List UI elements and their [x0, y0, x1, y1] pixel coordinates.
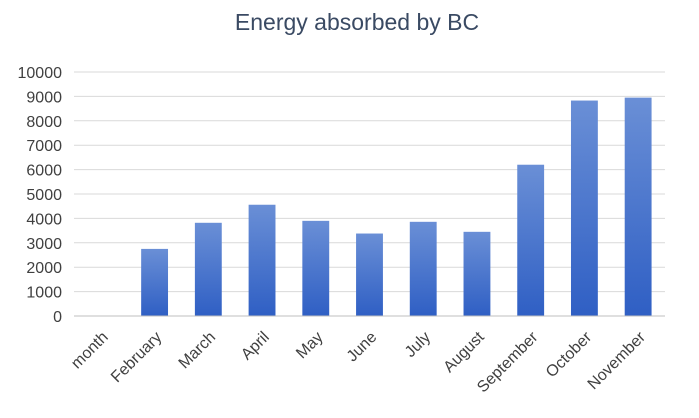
x-tick-label: August [441, 328, 489, 376]
x-tick-label: November [585, 328, 650, 393]
y-tick-label: 0 [53, 309, 62, 326]
bar-may [302, 220, 330, 316]
bar-april [248, 204, 276, 316]
y-tick-label: 8000 [26, 114, 62, 131]
x-tick-label: March [176, 329, 219, 372]
x-tick-label: May [293, 329, 326, 362]
x-tick-label: June [344, 329, 381, 366]
bars [141, 97, 652, 317]
y-tick-label: 7000 [26, 138, 62, 155]
y-tick-label: 4000 [26, 211, 62, 228]
x-tick-label: February [108, 329, 165, 386]
bar-october [570, 100, 598, 316]
grid-lines [74, 71, 665, 293]
bar-august [463, 231, 491, 316]
y-tick-label: 5000 [26, 187, 62, 204]
bar-july [409, 221, 437, 316]
y-tick-label: 10000 [18, 65, 63, 82]
bar-march [194, 222, 222, 316]
y-tick-label: 6000 [26, 163, 62, 180]
bar-february [141, 248, 169, 316]
x-tick-label: July [402, 329, 434, 361]
bar-june [356, 233, 383, 316]
y-tick-label: 2000 [26, 260, 62, 277]
y-tick-label: 9000 [26, 89, 62, 106]
chart-title: Energy absorbed by BC [235, 9, 479, 35]
x-tick-label: October [543, 328, 596, 381]
x-tick-label: month [68, 329, 111, 372]
bar-november [624, 97, 652, 317]
x-tick-label: April [238, 329, 273, 364]
y-tick-label: 3000 [26, 236, 62, 253]
bar-september [517, 164, 545, 316]
y-axis-ticks: 0 1000 2000 3000 4000 5000 6000 7000 8000 9000 100… [18, 65, 63, 326]
y-tick-label: 1000 [26, 285, 62, 302]
